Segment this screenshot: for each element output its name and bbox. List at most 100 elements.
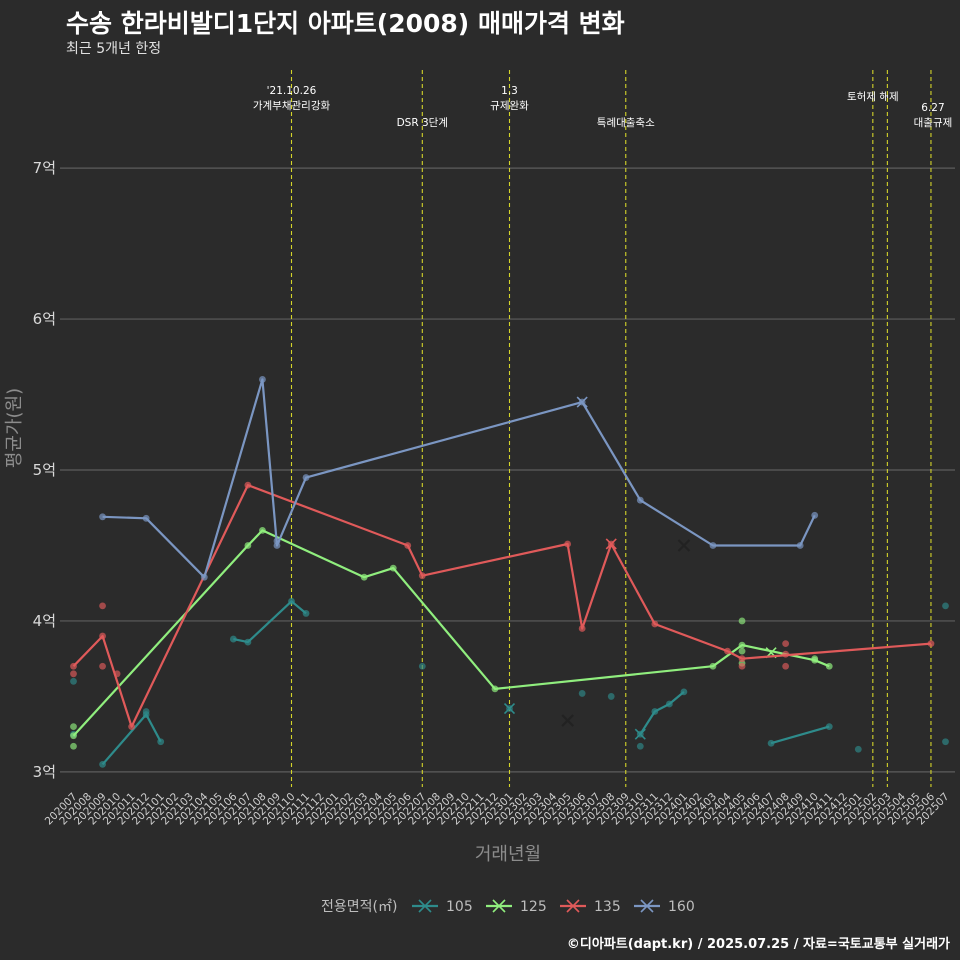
data-point-160 xyxy=(142,514,150,522)
data-point-125 xyxy=(738,641,746,649)
data-point-135 xyxy=(738,655,746,663)
data-point-135 xyxy=(564,540,572,548)
y-tick-label: 6억 xyxy=(33,310,56,328)
data-point-125 xyxy=(491,685,499,693)
legend-label-105: 105 xyxy=(446,899,473,915)
data-point-105 xyxy=(651,708,659,715)
event-label: 1.3 xyxy=(501,85,518,97)
cross-mark-105 xyxy=(503,702,516,715)
data-point-135 xyxy=(99,602,106,610)
series-line-125 xyxy=(72,529,830,737)
data-point-135 xyxy=(70,662,77,670)
data-point-135 xyxy=(927,640,935,647)
data-point-125 xyxy=(259,526,266,534)
data-point-135 xyxy=(724,647,731,655)
legend-marker-160 xyxy=(640,899,654,913)
data-point-105 xyxy=(854,745,862,753)
cross-mark-135 xyxy=(605,538,617,550)
chart-subtitle: 최근 5개년 한정 xyxy=(66,41,162,57)
data-point-125 xyxy=(244,542,252,549)
data-point-105 xyxy=(636,742,644,750)
data-point-135 xyxy=(70,670,77,678)
data-point-160 xyxy=(796,542,804,549)
data-point-125 xyxy=(360,573,368,581)
data-point-125 xyxy=(709,662,717,670)
legend-label-125: 125 xyxy=(520,899,547,915)
data-point-105 xyxy=(229,635,237,643)
data-point-135 xyxy=(782,650,790,658)
source-caption: ©디아파트(dapt.kr) / 2025.07.25 / 자료=국토교통부 실… xyxy=(566,937,950,952)
event-label: DSR 3단계 xyxy=(397,117,448,129)
data-point-160 xyxy=(273,537,281,545)
data-point-105 xyxy=(142,708,150,715)
event-label: 6.27 xyxy=(921,102,944,114)
data-point-135 xyxy=(113,670,121,678)
data-point-135 xyxy=(404,542,412,549)
data-point-125 xyxy=(738,647,746,655)
data-point-160 xyxy=(200,573,208,581)
event-label: '21.10.26 xyxy=(267,85,317,97)
data-point-135 xyxy=(651,620,659,628)
data-point-135 xyxy=(738,662,746,670)
data-point-105 xyxy=(825,723,833,731)
data-point-160 xyxy=(636,496,644,504)
legend-marker-125 xyxy=(492,899,506,913)
y-tick-label: 3억 xyxy=(33,763,56,781)
series-line-105 xyxy=(770,725,830,745)
event-label: 가계부채관리강화 xyxy=(253,100,331,112)
data-point-160 xyxy=(99,513,106,521)
data-point-105 xyxy=(157,738,165,746)
legend-marker-135 xyxy=(566,899,580,913)
data-point-105 xyxy=(942,602,949,610)
legend-label-135: 135 xyxy=(594,899,621,915)
legend-marker-105 xyxy=(418,899,432,913)
data-point-125 xyxy=(70,723,77,731)
data-point-105 xyxy=(99,760,106,768)
data-point-135 xyxy=(418,572,426,580)
data-point-160 xyxy=(259,376,266,383)
data-point-135 xyxy=(244,481,252,489)
data-point-105 xyxy=(578,690,586,697)
data-point-105 xyxy=(665,700,673,708)
chart-title: 수송 한라비발디1단지 아파트(2008) 매매가격 변화 xyxy=(66,9,625,38)
y-tick-label: 7억 xyxy=(33,159,56,177)
data-point-105 xyxy=(942,738,949,746)
cross-mark-160 xyxy=(576,396,588,408)
x-axis-title: 거래년월 xyxy=(475,844,541,865)
data-point-125 xyxy=(389,564,397,572)
series-line-160 xyxy=(102,378,816,579)
cross-mark-dark xyxy=(677,539,691,552)
data-point-135 xyxy=(782,640,790,647)
data-point-135 xyxy=(128,723,136,731)
data-point-105 xyxy=(607,693,615,700)
data-point-125 xyxy=(738,617,746,625)
data-point-105 xyxy=(70,677,77,685)
series-line-105 xyxy=(233,600,307,644)
data-point-135 xyxy=(99,662,106,670)
data-point-125 xyxy=(70,732,77,740)
event-label: 규제완화 xyxy=(490,99,529,112)
data-point-105 xyxy=(302,610,310,617)
data-point-125 xyxy=(811,655,819,663)
series-line-135 xyxy=(72,484,932,728)
cross-mark-105 xyxy=(634,728,646,740)
data-point-160 xyxy=(811,511,819,519)
y-tick-label: 5억 xyxy=(33,461,56,479)
series-line-105 xyxy=(101,713,162,766)
data-point-135 xyxy=(578,625,586,632)
event-label: 토허제 해제 xyxy=(847,90,899,103)
event-label: 대출규제 xyxy=(914,117,953,129)
data-point-160 xyxy=(302,474,310,481)
data-point-105 xyxy=(767,739,775,747)
data-point-125 xyxy=(70,742,77,750)
data-point-125 xyxy=(825,662,833,670)
y-tick-label: 4억 xyxy=(33,612,56,630)
data-point-105 xyxy=(680,688,688,696)
data-point-135 xyxy=(782,662,790,670)
data-point-105 xyxy=(244,638,252,646)
cross-mark-dark xyxy=(561,714,574,727)
data-point-105 xyxy=(288,597,295,605)
y-axis-title: 평균가(원) xyxy=(4,388,25,468)
series-line-105 xyxy=(639,691,685,735)
